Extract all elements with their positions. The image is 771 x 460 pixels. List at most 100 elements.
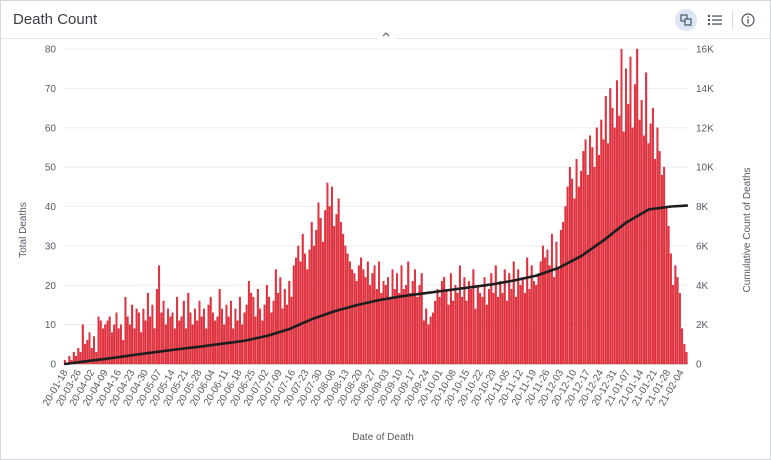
- bar: [360, 257, 363, 365]
- bar: [182, 300, 185, 365]
- bar: [173, 328, 176, 365]
- bar: [645, 72, 648, 365]
- chevron-up-icon: [382, 32, 390, 37]
- y2-axis-title: Cumulative Count of Deaths: [742, 167, 753, 292]
- bar: [158, 265, 161, 365]
- y-tick-label: 70: [45, 84, 57, 95]
- bar: [185, 328, 188, 365]
- bar: [319, 218, 322, 365]
- bar: [191, 324, 194, 365]
- bar: [476, 285, 479, 365]
- bar: [665, 206, 668, 365]
- bar: [344, 245, 347, 365]
- bar: [135, 308, 138, 365]
- bar: [380, 292, 383, 365]
- bar: [245, 304, 248, 365]
- bar: [301, 233, 304, 365]
- bar: [151, 304, 154, 365]
- bar: [122, 340, 125, 365]
- collapse-chevron-icon[interactable]: [377, 30, 395, 42]
- bar: [164, 324, 167, 365]
- bar: [434, 300, 437, 365]
- y2-tick-label: 10K: [696, 163, 714, 174]
- bar: [104, 324, 107, 365]
- bar: [256, 289, 259, 365]
- y2-tick-label: 0: [696, 360, 702, 371]
- bar: [115, 312, 118, 365]
- bar: [517, 269, 520, 365]
- bar: [483, 277, 486, 365]
- bar: [577, 186, 580, 365]
- bar: [647, 143, 650, 365]
- legend-list-glyph: [707, 14, 722, 26]
- bar: [499, 281, 502, 365]
- chart-type-glyph: [680, 14, 692, 26]
- bar: [362, 269, 365, 365]
- bar: [304, 253, 306, 365]
- x-axis-title: Date of Death: [352, 432, 414, 443]
- bar: [189, 312, 192, 365]
- bar: [490, 273, 493, 365]
- bar: [211, 312, 214, 365]
- bar: [97, 316, 100, 365]
- bar: [557, 269, 560, 365]
- bar: [492, 292, 495, 365]
- bar: [375, 289, 378, 365]
- y2-tick-label: 2K: [696, 320, 709, 331]
- bar: [571, 178, 574, 365]
- bar: [137, 312, 140, 365]
- bar: [658, 151, 661, 365]
- bar: [640, 100, 643, 365]
- y-tick-label: 10: [45, 320, 57, 331]
- bar: [467, 281, 470, 365]
- bar: [528, 289, 531, 365]
- bar: [510, 289, 513, 365]
- bar: [108, 316, 111, 365]
- bar: [99, 320, 102, 365]
- legend-list-icon[interactable]: [704, 9, 726, 31]
- bar: [456, 292, 459, 365]
- toolbar-divider: [732, 10, 733, 30]
- bar: [627, 103, 630, 365]
- bar: [295, 257, 297, 365]
- y2-tick-label: 12K: [696, 123, 714, 134]
- bar: [133, 328, 136, 365]
- bar: [609, 88, 612, 365]
- bar: [339, 222, 342, 365]
- bar: [393, 289, 396, 365]
- chart-type-icon[interactable]: [675, 9, 697, 31]
- bar: [546, 249, 549, 365]
- bar: [238, 296, 241, 365]
- bar: [93, 336, 95, 365]
- bar: [676, 277, 679, 365]
- panel-title: Death Count: [13, 11, 98, 28]
- bar: [512, 261, 515, 365]
- bar: [672, 285, 675, 365]
- bar: [521, 277, 524, 365]
- bar: [523, 292, 526, 365]
- bar: [281, 308, 284, 365]
- bar: [234, 308, 237, 365]
- info-icon[interactable]: [737, 9, 759, 31]
- bar: [277, 292, 280, 365]
- bar: [407, 261, 410, 365]
- y2-tick-label: 4K: [696, 281, 709, 292]
- bar: [638, 119, 641, 365]
- bar: [160, 312, 163, 365]
- bar: [654, 159, 657, 365]
- bar: [315, 229, 318, 365]
- bar: [607, 143, 609, 365]
- bar: [465, 300, 468, 365]
- bar: [633, 84, 636, 365]
- bar: [357, 265, 360, 365]
- bar: [586, 174, 589, 365]
- bar: [548, 265, 551, 365]
- bar: [402, 289, 405, 365]
- bar: [351, 269, 354, 365]
- bar: [602, 139, 605, 365]
- bar: [131, 304, 134, 365]
- bar: [95, 352, 98, 365]
- bar: [203, 308, 205, 365]
- bar: [537, 273, 540, 365]
- bar: [355, 281, 358, 365]
